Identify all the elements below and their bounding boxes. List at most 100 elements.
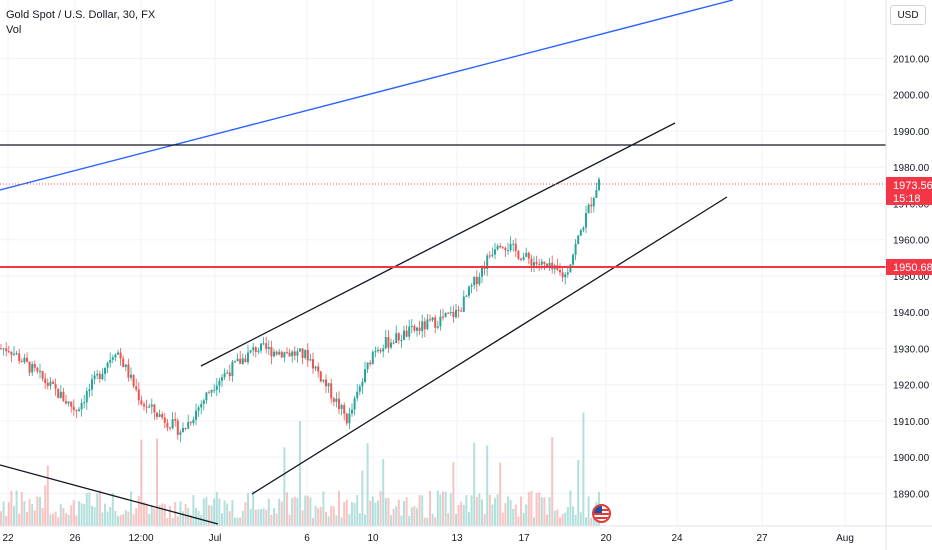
candle-body	[80, 402, 83, 410]
volume-bar	[509, 499, 512, 526]
volume-bar	[221, 513, 223, 526]
volume-bar	[176, 516, 179, 526]
us-flag-icon[interactable]	[592, 504, 611, 523]
volume-bar	[293, 496, 296, 526]
candle-body	[455, 309, 457, 318]
candle-body	[130, 374, 132, 378]
candle-body	[275, 351, 278, 355]
price-tick-label: 1960.00	[893, 236, 930, 247]
volume-bar	[41, 507, 44, 526]
volume-bar	[533, 517, 535, 526]
volume-bar	[231, 500, 234, 526]
volume-bar	[52, 513, 54, 526]
volume-bar	[278, 498, 281, 526]
candle-body	[468, 286, 470, 296]
volume-bar	[421, 495, 424, 526]
candle-body	[517, 250, 520, 259]
volume-bar	[33, 510, 36, 526]
candle-body	[530, 258, 533, 266]
volume-bar	[330, 505, 333, 526]
volume-bar	[153, 508, 156, 526]
volume-bar	[44, 485, 47, 526]
volume-bar	[525, 504, 528, 526]
volume-bar	[218, 498, 221, 526]
volume-bar	[119, 515, 122, 526]
candle-body	[470, 285, 473, 287]
volume-bar	[345, 500, 348, 526]
candle-body	[72, 406, 75, 411]
candle-body	[314, 366, 317, 369]
currency-button[interactable]: USD	[890, 5, 926, 25]
volume-bar	[496, 494, 499, 526]
volume-bar	[561, 514, 564, 526]
volume-bar	[304, 495, 307, 526]
candle-body	[512, 243, 515, 245]
volume-bar	[78, 501, 80, 526]
candle-body	[418, 327, 421, 332]
volume-indicator-label[interactable]: Vol	[6, 24, 22, 36]
volume-bar	[306, 495, 309, 526]
volume-bar	[260, 509, 262, 526]
volume-bar	[579, 512, 582, 526]
candle-body	[0, 348, 2, 350]
candle-body	[49, 381, 52, 386]
channel-lower-line[interactable]	[251, 196, 728, 495]
candle-body	[33, 363, 36, 368]
candle-body	[538, 264, 541, 266]
volume-bar	[143, 502, 145, 526]
blue-trendline[interactable]	[0, 0, 734, 191]
volume-bar	[228, 511, 231, 526]
channel-upper-line[interactable]	[200, 122, 676, 367]
volume-bar	[582, 412, 585, 526]
volume-bar	[577, 459, 580, 526]
time-axis-ticks: 22 26 12:00 Jul 6 10 13 17 20 24 27 Aug	[2, 533, 853, 544]
candle-body	[587, 204, 590, 214]
candle-body	[442, 316, 444, 318]
volume-bar	[314, 505, 317, 526]
candle-body	[148, 406, 151, 408]
volume-bar	[62, 508, 65, 526]
volume-bar	[566, 507, 569, 526]
candle-body	[36, 367, 39, 372]
volume-bar	[265, 509, 268, 526]
volume-bar	[114, 510, 117, 526]
candle-body	[20, 361, 23, 363]
candle-body	[481, 267, 483, 277]
candle-body	[226, 372, 229, 374]
candle-body	[140, 400, 143, 405]
candle-body	[205, 392, 208, 401]
volume-bar	[546, 514, 548, 526]
candle-body	[491, 254, 494, 256]
candle-body	[169, 427, 171, 429]
volume-bar	[416, 508, 418, 526]
candle-body	[592, 197, 595, 207]
candle-body	[46, 383, 49, 386]
volume-bar	[465, 495, 468, 526]
volume-bar	[351, 502, 353, 526]
candle-body	[559, 269, 561, 273]
candle-body	[582, 227, 585, 231]
volume-bar	[442, 491, 444, 526]
candle-body	[78, 409, 80, 412]
candle-body	[486, 255, 489, 269]
candle-body	[439, 316, 442, 327]
candle-body	[444, 312, 447, 318]
candle-body	[595, 190, 598, 198]
candle-body	[106, 362, 109, 368]
volume-bar	[161, 503, 164, 526]
symbol-title[interactable]: Gold Spot / U.S. Dollar, 30, FX	[6, 9, 156, 21]
candle-body	[166, 422, 169, 428]
volume-bar	[556, 509, 559, 526]
candle-body	[244, 358, 247, 363]
candle-body	[319, 371, 322, 382]
candle-body	[184, 427, 187, 429]
candle-body	[527, 252, 530, 259]
candle-body	[161, 414, 164, 418]
descending-trendline[interactable]	[0, 464, 219, 525]
volume-bar	[374, 502, 377, 526]
price-tick-label: 1910.00	[893, 417, 930, 428]
candle-body	[304, 349, 307, 358]
volume-bar	[0, 511, 2, 526]
candle-body	[10, 351, 13, 355]
